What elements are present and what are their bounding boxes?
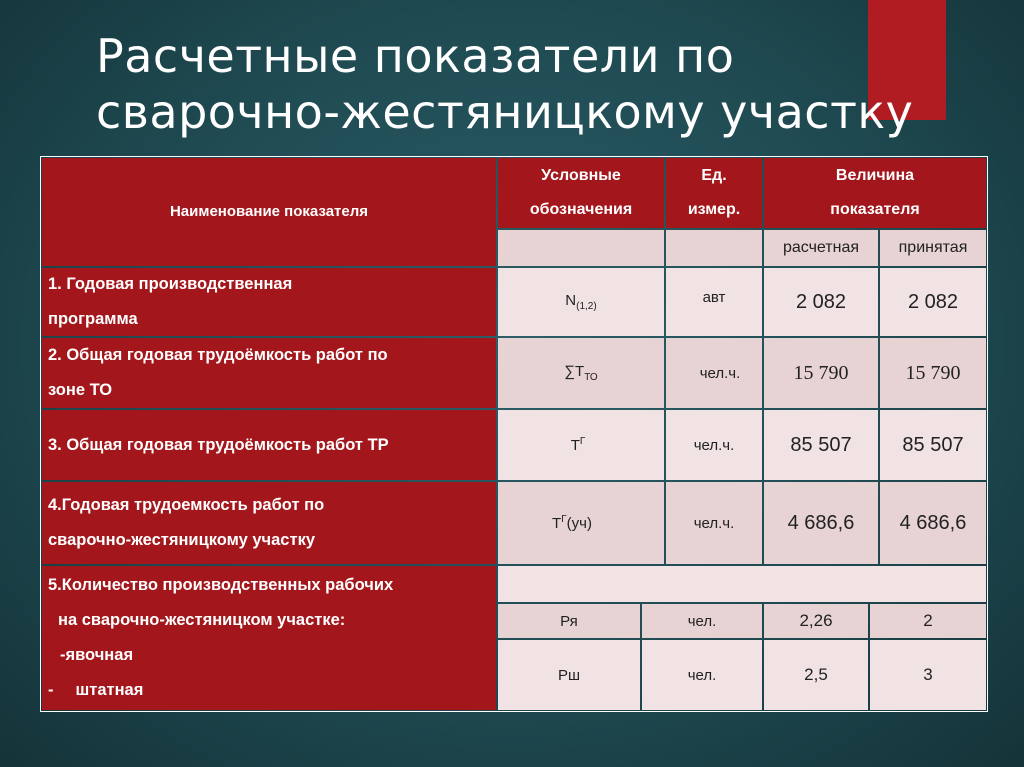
row2-label-line1: 2. Общая годовая трудоёмкость работ по [48,346,388,364]
row1-unit: авт [666,268,762,336]
row5a-symbol-text: Ря [560,612,578,630]
row5b-accepted-value: 3 [923,665,933,684]
row4-unit-text: чел.ч. [693,514,735,532]
row2-calculated: 15 790 [764,338,878,408]
row5a-unit: чел. [642,604,762,638]
header-unit: Ед. измер. [666,158,762,228]
header-name-text: Наименование показателя [169,203,369,220]
row2-symbol-sub: ТО [584,372,598,383]
row5a-accepted: 2 [870,604,986,638]
header-name: Наименование показателя [42,158,496,266]
header-value-line1: Величина [835,167,915,184]
row4-label-line1: 4.Годовая трудоемкость работ по [48,496,325,514]
subheader-accepted-text: принятая [898,239,968,256]
row5a-unit-text: чел. [687,612,717,630]
row5b-symbol-text: Рш [557,666,581,684]
row3-calculated-value: 85 507 [790,433,852,456]
row3-symbol: TГ [498,410,664,480]
header-unit-line2: измер. [687,201,741,218]
row5b-symbol: Рш [498,640,640,710]
row2-unit-text: чел.ч. [699,364,741,382]
header-unit-line1: Ед. [701,167,727,184]
row1-label-line1: 1. Годовая производственная [48,275,293,293]
row1-symbol-sub: (1,2) [576,301,597,312]
row3-unit: чел.ч. [666,410,762,480]
row5-label: 5.Количество производственных рабочих на… [42,566,496,710]
row1-accepted: 2 082 [880,268,986,336]
subheader-symbol-blank [498,230,664,266]
row3-symbol-sup: Г [579,436,586,447]
header-value: Величина показателя [764,158,986,228]
row5-label-line1: 5.Количество производственных рабочих [48,576,394,594]
subheader-calculated-text: расчетная [782,239,860,256]
row1-symbol: N(1,2) [498,268,664,336]
row4-calculated: 4 686,6 [764,482,878,564]
slide-title-line2: сварочно-жестяницкому участку [96,85,914,139]
slide-title-line1: Расчетные показатели по [96,29,735,83]
row5-label-line4-dash: - [48,681,54,699]
row4-symbol-main: T [552,515,562,532]
row2-accepted-value: 15 790 [905,361,961,384]
row5b-accepted: 3 [870,640,986,710]
row5-label-line3: -явочная [60,646,134,664]
subheader-accepted: принятая [880,230,986,266]
row1-label: 1. Годовая производственная программа [42,268,496,336]
row4-symbol-sup: Г [561,514,567,525]
row2-symbol-main: ∑T [564,363,585,380]
row1-unit-text: авт [702,288,726,306]
row5-label-line4-text: штатная [75,681,144,699]
row5a-calculated: 2,26 [764,604,868,638]
subheader-calculated: расчетная [764,230,878,266]
row1-accepted-value: 2 082 [907,290,959,313]
row2-calculated-value: 15 790 [793,361,849,384]
row4-label-line2: сварочно-жестяницкому участку [48,531,315,549]
row4-label: 4.Годовая трудоемкость работ по сварочно… [42,482,496,564]
row3-accepted: 85 507 [880,410,986,480]
row2-unit: чел.ч. [666,338,762,408]
row5a-accepted-value: 2 [923,611,933,630]
row1-calculated-value: 2 082 [795,290,847,313]
row5-label-line4: - штатная [48,673,496,708]
row5b-unit-text: чел. [687,666,717,684]
accent-bar [868,0,946,120]
row3-calculated: 85 507 [764,410,878,480]
subheader-unit-blank [666,230,762,266]
row5b-calculated-value: 2,5 [804,665,828,684]
row4-accepted: 4 686,6 [880,482,986,564]
row5b-unit: чел. [642,640,762,710]
row1-label-line2: программа [48,310,138,328]
row5a-calculated-value: 2,26 [799,611,833,630]
header-symbol-line2: обозначения [529,201,633,218]
header-value-line2: показателя [830,201,920,218]
row5a-symbol: Ря [498,604,640,638]
row4-symbol-suffix: (уч) [566,515,592,532]
row1-calculated: 2 082 [764,268,878,336]
row4-unit: чел.ч. [666,482,762,564]
row5-label-line2: на сварочно-жестяницком участке: [58,611,346,629]
slide-title: Расчетные показатели по сварочно-жестяни… [96,28,976,140]
row4-accepted-value: 4 686,6 [899,511,967,534]
row5-header-blank [498,566,986,602]
row3-unit-text: чел.ч. [693,436,735,454]
row3-symbol-main: T [570,437,580,454]
row5b-calculated: 2,5 [764,640,868,710]
row2-label-line2: зоне ТО [48,381,113,399]
row2-accepted: 15 790 [880,338,986,408]
row2-symbol: ∑TТО [498,338,664,408]
row3-label-text: 3. Общая годовая трудоёмкость работ ТР [48,435,389,454]
header-symbol: Условные обозначения [498,158,664,228]
row2-label: 2. Общая годовая трудоёмкость работ по з… [42,338,496,408]
row4-calculated-value: 4 686,6 [787,511,855,534]
row1-symbol-main: N [565,292,577,309]
row3-label: 3. Общая годовая трудоёмкость работ ТР [42,410,496,480]
row3-accepted-value: 85 507 [902,433,964,456]
row4-symbol: TГ(уч) [498,482,664,564]
header-symbol-line1: Условные [541,167,621,184]
